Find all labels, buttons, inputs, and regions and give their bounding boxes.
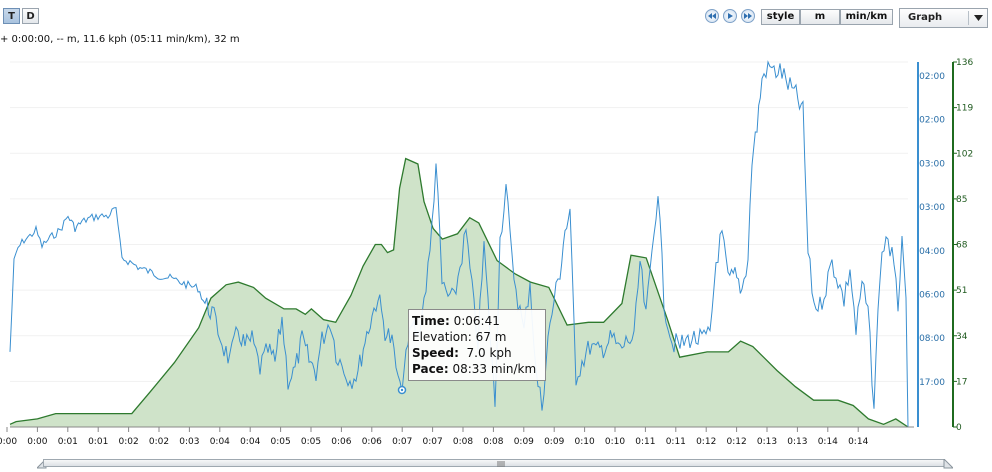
chart-tooltip: Time: 0:06:41 Elevation: 67 m Speed: 7.0… (408, 309, 546, 381)
x-tick-label: 0:14 (848, 437, 868, 447)
x-tick-label: 0:11 (635, 437, 655, 447)
x-tick-label: 0:12 (726, 437, 746, 447)
x-tick-label: 0:03 (179, 437, 199, 447)
tooltip-pace-value: 08:33 min/km (452, 362, 537, 376)
pace-tick-label: 06:00 (919, 291, 945, 301)
fast-forward-button[interactable] (741, 9, 755, 23)
elevation-area (10, 158, 908, 427)
x-tick-label: 0:08 (453, 437, 473, 447)
x-tick-label: 0:02 (149, 437, 169, 447)
x-tick-label: 0:14 (818, 437, 838, 447)
tooltip-time-row: Time: 0:06:41 (412, 313, 542, 329)
x-tick-label: 0:05 (301, 437, 321, 447)
x-tick-label: 0:06 (362, 437, 382, 447)
elevation-tick-label: 51 (956, 286, 967, 296)
x-tick-label: 0:11 (666, 437, 686, 447)
pace-tick-label: 02:00 (919, 116, 945, 126)
style-button[interactable]: style (761, 9, 800, 25)
tooltip-elevation-label: Elevation: (412, 330, 472, 344)
elevation-tick-label: 119 (956, 104, 973, 114)
range-scrollbar[interactable] (37, 459, 953, 469)
elevation-tick-label: 17 (956, 377, 967, 387)
x-tick-label: 0:05 (270, 437, 290, 447)
hover-marker-dot (400, 388, 404, 392)
distance-toggle-button[interactable]: D (22, 8, 39, 24)
pace-tick-label: 04:00 (919, 247, 945, 257)
pace-axis-ticks: 02:00 02:00 03:00 03:00 04:00 06:00 08:00 17:00 (919, 72, 945, 388)
tooltip-speed-row: Speed: 7.0 kph (412, 345, 542, 361)
pace-tick-label: 08:00 (919, 334, 945, 344)
elevation-axis-ticks: 0 17 34 51 68 85 102 119 136 (953, 58, 973, 433)
tooltip-pace-row: Pace: 08:33 min/km (412, 361, 542, 377)
x-tick-label: 0:04 (240, 437, 260, 447)
rewind-icon (708, 13, 716, 19)
elevation-tick-label: 85 (956, 195, 967, 205)
tooltip-pace-label: Pace: (412, 362, 449, 376)
x-tick-label: 0:09 (544, 437, 564, 447)
pace-line (9, 60, 909, 428)
x-tick-label: 0:01 (88, 437, 108, 447)
x-tick-label: 0:07 (422, 437, 442, 447)
elevation-line (9, 157, 909, 428)
elevation-tick-label: 102 (956, 149, 973, 159)
pace-tick-label: 02:00 (919, 72, 945, 82)
x-tick-label: 0:08 (483, 437, 503, 447)
rewind-button[interactable] (705, 9, 719, 23)
time-toggle-button[interactable]: T (3, 8, 20, 24)
x-tick-label: 0:00 (27, 437, 47, 447)
pace-tick-label: 03:00 (919, 203, 945, 213)
toolbar: T D style m min/km Graph (0, 0, 992, 34)
elevation-tick-label: 136 (956, 58, 973, 68)
pace-tick-label: 17:00 (919, 378, 945, 388)
x-tick-label: 0:07 (392, 437, 412, 447)
tooltip-elevation-row: Elevation: 67 m (412, 329, 542, 345)
x-tick-label: 0:09 (514, 437, 534, 447)
x-tick-label: 0:02 (118, 437, 138, 447)
pace-tick-label: 03:00 (919, 159, 945, 169)
distance-unit-button[interactable]: m (800, 9, 840, 25)
x-tick-label: 0:01 (58, 437, 78, 447)
x-tick-label: 0:04 (210, 437, 230, 447)
elevation-tick-label: 68 (956, 241, 968, 251)
elevation-tick-label: 34 (956, 332, 968, 342)
scroll-right-arrow-icon[interactable] (943, 459, 953, 469)
chevron-down-icon (974, 15, 983, 21)
scroll-grip-icon[interactable] (496, 461, 506, 467)
x-tick-label: 0:13 (787, 437, 807, 447)
view-select[interactable]: Graph (899, 8, 988, 28)
fast-forward-icon (744, 13, 752, 19)
pace-unit-button[interactable]: min/km (840, 9, 893, 25)
scroll-track[interactable] (43, 459, 945, 467)
tooltip-elevation-value: 67 m (475, 330, 507, 344)
select-divider (968, 11, 969, 25)
x-tick-label: 0:10 (574, 437, 594, 447)
x-tick-label: 0:10 (605, 437, 625, 447)
x-tick-label: 0:06 (331, 437, 351, 447)
x-axis-ticks: 0:00 0:00 0:01 0:01 0:02 0:02 0:03 0:04 0:04 0:05… (0, 427, 869, 447)
tooltip-speed-value: 7.0 kph (466, 346, 512, 360)
play-button[interactable] (723, 9, 737, 23)
play-icon (728, 13, 733, 19)
tooltip-speed-label: Speed: (412, 346, 459, 360)
tooltip-time-value: 0:06:41 (453, 314, 500, 328)
status-line: + 0:00:00, -- m, 11.6 kph (05:11 min/km)… (0, 34, 240, 45)
elevation-tick-label: 0 (956, 423, 962, 433)
x-tick-label: 0:12 (696, 437, 716, 447)
x-tick-label: 0:13 (757, 437, 777, 447)
tooltip-time-label: Time: (412, 314, 450, 328)
view-select-value: Graph (908, 12, 943, 23)
x-tick-label: 0:00 (0, 437, 17, 447)
